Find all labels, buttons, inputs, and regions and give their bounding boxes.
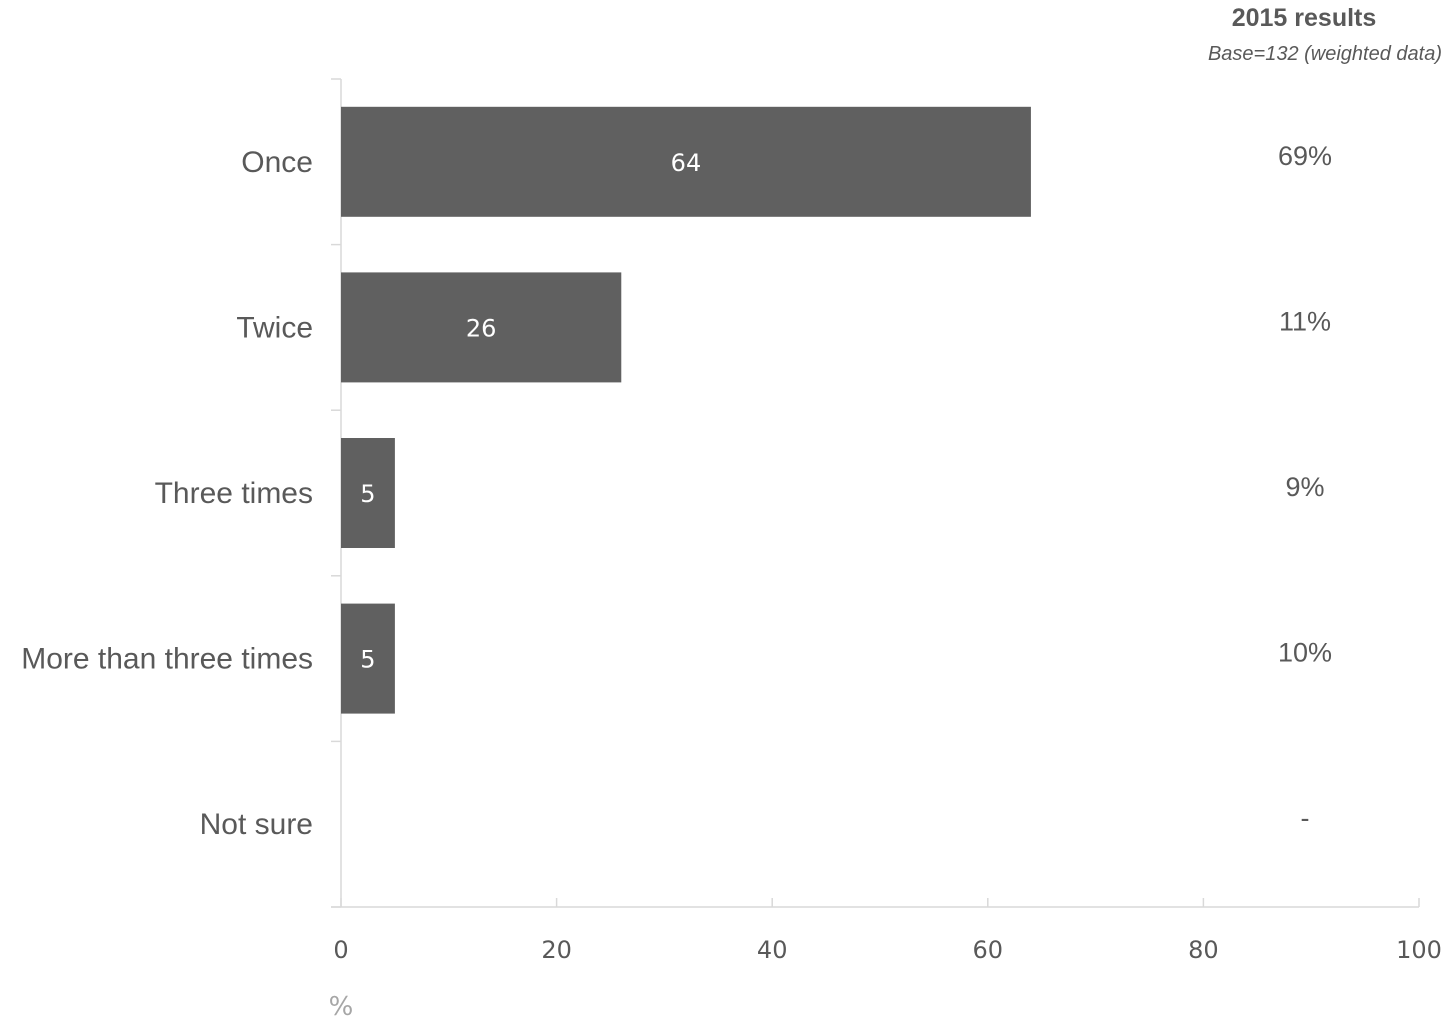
bar: [341, 106, 1031, 217]
bars: 64 26 5 5: [341, 106, 1031, 714]
category-labels: Once Twice Three times More than three time…: [21, 146, 313, 841]
category-label: Not sure: [200, 808, 313, 841]
bar-data-label: 5: [360, 646, 375, 674]
side-panel-value: 10%: [1278, 638, 1332, 668]
side-panel-subtitle: Base=132 (weighted data): [1208, 43, 1442, 65]
bar-data-label: 64: [671, 149, 702, 177]
side-panel-value: 69%: [1278, 141, 1332, 171]
x-axis-unit-label: %: [329, 992, 354, 1020]
x-tick-label: 60: [973, 936, 1004, 964]
category-label: Three times: [155, 477, 313, 510]
category-label: More than three times: [21, 643, 313, 676]
bar: [341, 438, 395, 548]
x-tick-labels: 0 20 40 60 80 100: [333, 936, 1442, 964]
x-tick-label: 20: [541, 936, 572, 964]
category-label: Twice: [236, 311, 313, 344]
side-panel-value: -: [1301, 803, 1310, 833]
x-tick-label: 40: [757, 936, 788, 964]
bar: [341, 603, 395, 714]
side-panel-title: 2015 results: [1232, 4, 1377, 32]
x-tick-label: 80: [1188, 936, 1219, 964]
x-tick-label: 0: [333, 936, 348, 964]
side-panel-value: 9%: [1285, 472, 1324, 502]
side-panel-values: 69% 11% 9% 10% -: [1278, 141, 1332, 833]
bar-data-label: 26: [466, 314, 497, 342]
bar: [341, 272, 622, 383]
category-label: Once: [241, 146, 313, 179]
x-tick-label: 100: [1396, 936, 1442, 964]
bar-data-label: 5: [360, 480, 375, 508]
side-panel-2015: 2015 results Base=132 (weighted data) 69…: [1208, 4, 1442, 833]
side-panel-value: 11%: [1279, 306, 1331, 336]
